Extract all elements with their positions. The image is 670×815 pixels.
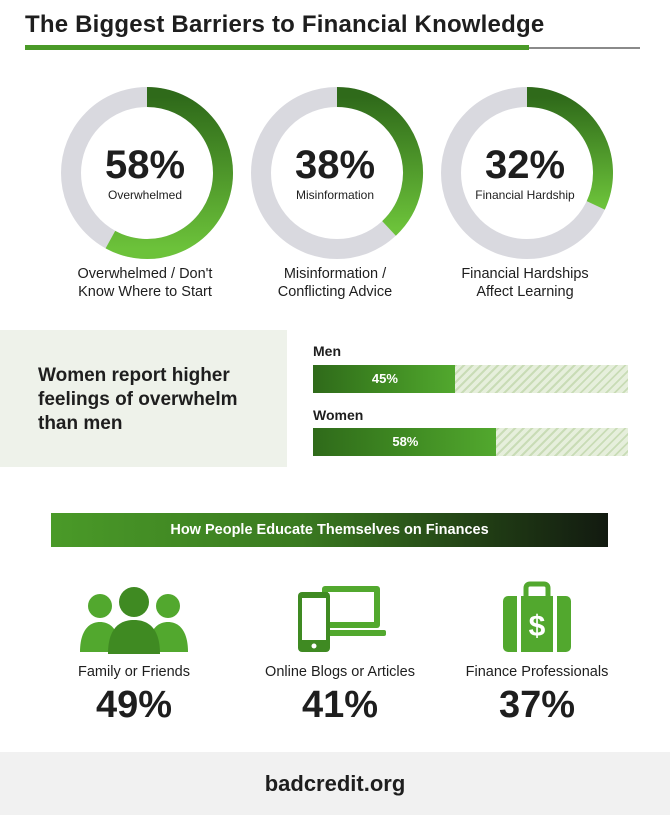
donut-sublabel: Misinformation <box>295 188 375 202</box>
education-item-professionals: $ Finance Professionals 37% <box>437 578 637 726</box>
donut-sublabel: Overwhelmed <box>107 188 183 202</box>
svg-text:$: $ <box>529 610 546 643</box>
donut-caption-line: Financial Hardships <box>461 266 589 282</box>
donut-percent: 32% <box>484 143 566 187</box>
gender-headline: Women report higher feelings of overwhel… <box>38 365 238 434</box>
donut-chart-financial-hardship <box>441 87 613 259</box>
bar-label-men: Men <box>313 343 341 359</box>
education-item-online: Online Blogs or Articles 41% <box>240 578 440 726</box>
gender-headline-panel: Women report higher feelings of overwhel… <box>0 330 287 467</box>
donut-arc <box>336 87 423 236</box>
footer: badcredit.org <box>0 752 670 815</box>
donut-caption-line: Conflicting Advice <box>277 284 393 300</box>
donut-caption: Misinformation / Conflicting Advice <box>227 265 443 301</box>
bar-track-women: 58% <box>313 428 628 456</box>
education-percent: 37% <box>498 684 576 726</box>
donut-sublabel: Financial Hardship <box>475 188 575 202</box>
education-label: Online Blogs or Articles <box>265 664 415 680</box>
title-block: The Biggest Barriers to Financial Knowle… <box>25 10 640 50</box>
page-title: The Biggest Barriers to Financial Knowle… <box>25 11 545 38</box>
donut-overwhelmed: 58% Overwhelmed Overwhelmed / Don't Know… <box>57 85 237 300</box>
bar-value-men: 45% <box>371 371 398 386</box>
education-percent: 41% <box>301 684 379 726</box>
bar-value-women: 58% <box>392 434 419 449</box>
bar-fill-men <box>313 365 455 393</box>
people-group-icon <box>34 578 234 656</box>
title-underline-rule <box>529 47 640 49</box>
bar-fill-women <box>313 428 496 456</box>
donut-caption: Overwhelmed / Don't Know Where to Start <box>37 265 253 301</box>
donut-caption-line: Overwhelmed / Don't <box>77 266 213 282</box>
donut-percent: 58% <box>104 143 186 187</box>
donut-caption-line: Know Where to Start <box>78 284 212 300</box>
education-percent: 49% <box>95 684 173 726</box>
education-item-family: Family or Friends 49% <box>34 578 234 726</box>
devices-icon <box>240 578 440 656</box>
title-underline-accent <box>25 45 529 50</box>
donut-financial-hardship: 32% Financial Hardship Financial Hardshi… <box>437 85 617 300</box>
education-banner: How People Educate Themselves on Finance… <box>51 513 608 547</box>
education-label: Family or Friends <box>78 664 190 680</box>
footer-brand: badcredit.org <box>264 771 406 796</box>
donut-caption: Financial Hardships Affect Learning <box>417 265 633 301</box>
donut-caption-line: Misinformation / <box>283 266 387 282</box>
donut-caption-line: Affect Learning <box>476 284 574 300</box>
education-label: Finance Professionals <box>465 664 609 680</box>
bar-label-women: Women <box>313 407 364 423</box>
donut-chart-overwhelmed <box>61 87 233 259</box>
donut-chart-misinformation <box>251 87 423 259</box>
money-briefcase-icon: $ <box>437 578 637 656</box>
donut-misinformation: 38% Misinformation Misinformation / Conf… <box>247 85 427 300</box>
donut-arc <box>105 87 233 259</box>
donut-arc <box>526 87 613 210</box>
donut-percent: 38% <box>294 143 376 187</box>
bar-track-men: 45% <box>313 365 628 393</box>
